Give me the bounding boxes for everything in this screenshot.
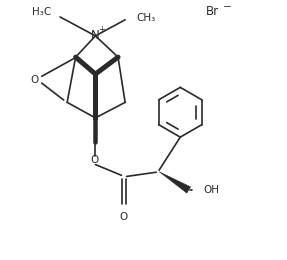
Text: O: O (31, 75, 39, 85)
Text: N: N (91, 29, 100, 42)
Text: OH: OH (203, 185, 219, 195)
Text: H₃C: H₃C (32, 7, 52, 17)
Text: Br: Br (206, 5, 219, 18)
Text: CH₃: CH₃ (136, 12, 156, 23)
Text: −: − (223, 2, 232, 12)
Text: O: O (91, 155, 99, 165)
Text: +: + (98, 25, 105, 34)
Polygon shape (159, 172, 191, 193)
Text: O: O (120, 212, 128, 222)
